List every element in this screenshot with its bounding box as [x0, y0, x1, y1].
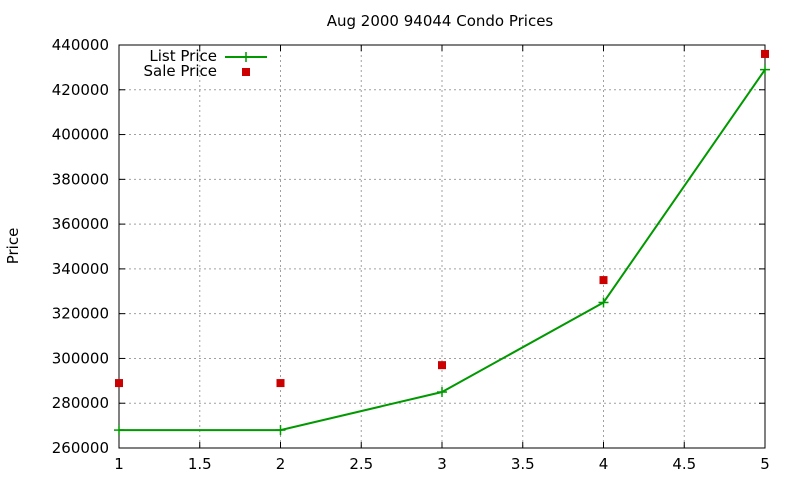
sale-price-point	[761, 49, 769, 58]
y-tick-label: 400000	[52, 126, 109, 144]
x-tick-label: 1.5	[188, 455, 212, 473]
y-tick-label: 440000	[52, 36, 109, 54]
sale-price-point	[599, 276, 608, 285]
legend-label-list-price: List Price	[149, 47, 217, 65]
y-axis-label: Price	[4, 228, 22, 265]
legend-swatch-sale-price	[242, 68, 250, 76]
list-price-point	[437, 387, 447, 398]
y-tick-label: 300000	[52, 349, 109, 367]
y-tick-label: 380000	[52, 170, 109, 188]
chart-title: Aug 2000 94044 Condo Prices	[327, 12, 554, 30]
x-tick-label: 2	[276, 455, 286, 473]
y-tick-label: 320000	[52, 305, 109, 323]
list-price-point	[114, 425, 124, 436]
x-tick-label: 2.5	[349, 455, 373, 473]
y-tick-label: 280000	[52, 394, 109, 412]
x-tick-label: 5	[760, 455, 770, 473]
y-tick-label: 340000	[52, 260, 109, 278]
sale-price-point	[276, 379, 285, 388]
x-tick-label: 4.5	[672, 455, 696, 473]
x-tick-label: 4	[599, 455, 609, 473]
list-price-point	[275, 425, 286, 436]
x-tick-label: 3	[437, 455, 447, 473]
sale-price-point	[115, 379, 123, 388]
list-price-point	[598, 297, 609, 308]
series-layer	[114, 49, 770, 436]
x-tick-label: 1	[114, 455, 124, 473]
y-tick-label: 260000	[52, 439, 109, 457]
axis-ticks: 1 1.5 2 2.5 3 3.5 4 4.5 5 260000 280000 300000 32000…	[52, 36, 770, 473]
x-tick-label: 3.5	[511, 455, 535, 473]
y-tick-label: 360000	[52, 215, 109, 233]
legend-label-sale-price: Sale Price	[144, 62, 217, 80]
y-tick-label: 420000	[52, 81, 109, 99]
list-price-point	[760, 64, 770, 75]
sale-price-point	[438, 361, 446, 370]
